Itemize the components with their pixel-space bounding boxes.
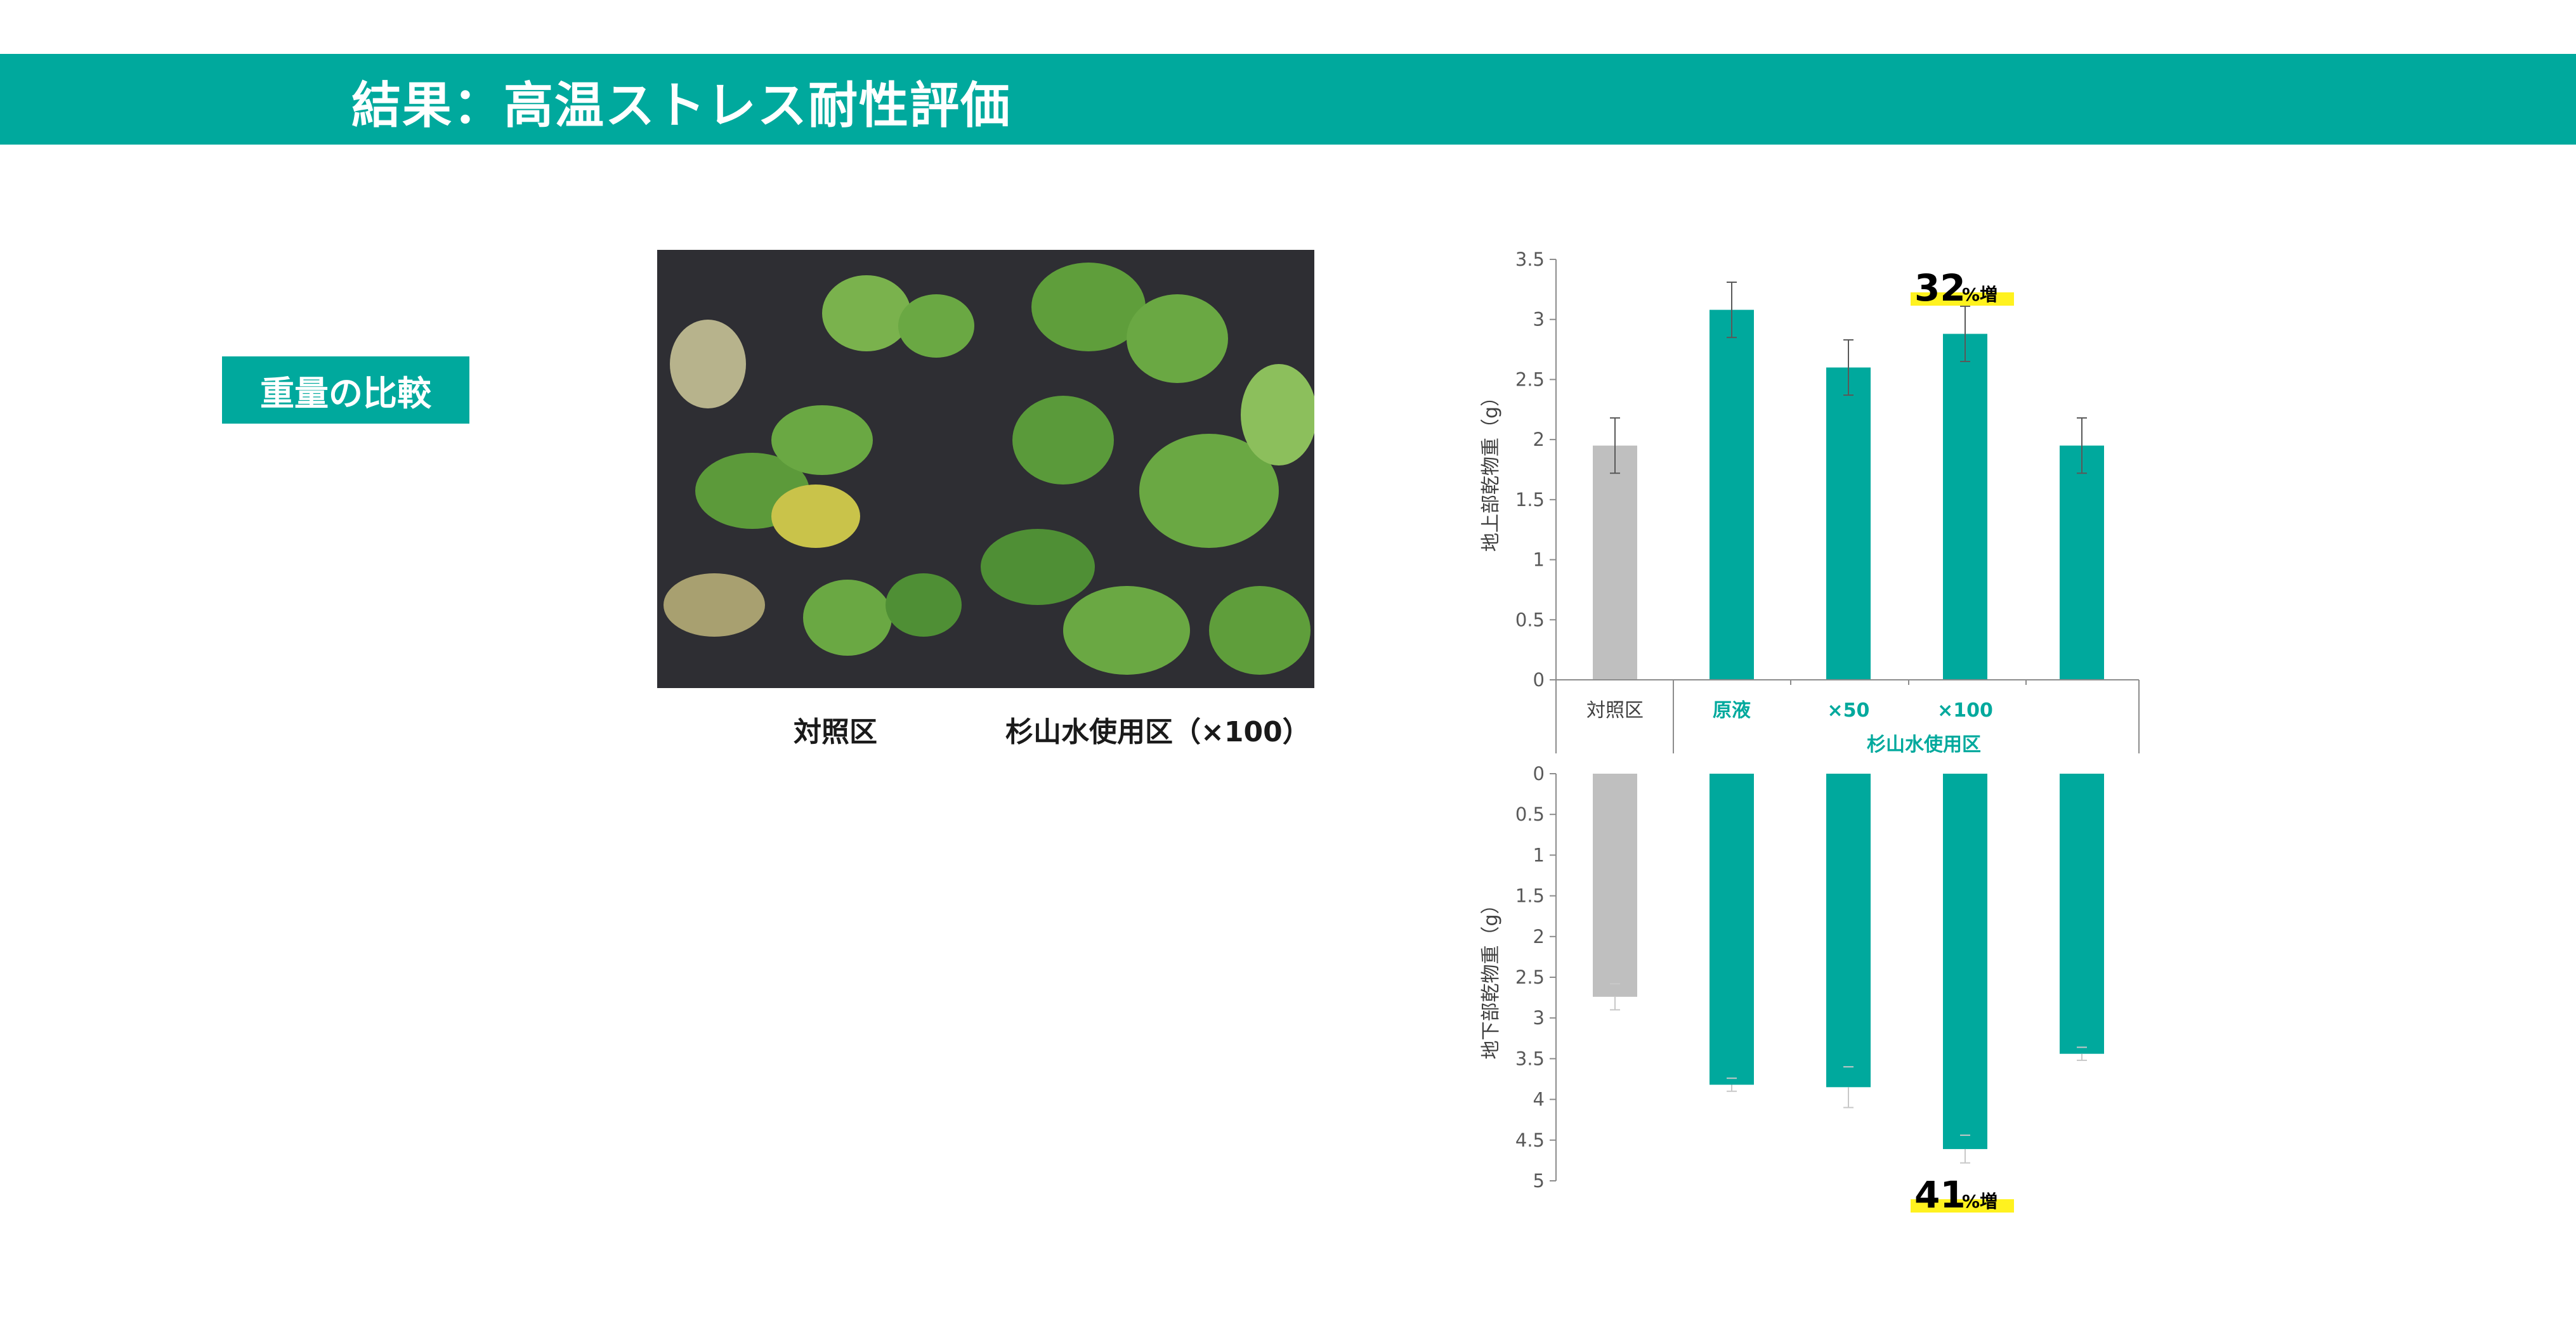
- bar: [1593, 774, 1637, 997]
- y-tick-label: 0.5: [1515, 803, 1545, 825]
- y-tick-label: 1: [1533, 549, 1545, 571]
- y-tick-label: 1: [1533, 844, 1545, 866]
- header-bar: [0, 54, 2576, 145]
- y-tick-label: 1.5: [1515, 885, 1545, 907]
- root-weight-chart: 0 0.5 1 1.5 2 2.5 3 3.5 4 4.5 5 地下部乾物重（g） 41%増: [1480, 763, 2104, 1216]
- increase-suffix: %増: [1962, 1191, 1997, 1212]
- y-tick-label: 5: [1533, 1170, 1545, 1192]
- category-label: ×100: [1937, 699, 1993, 722]
- y-tick-label: 2: [1533, 429, 1545, 450]
- category-label: 原液: [1713, 699, 1751, 722]
- bar: [1943, 334, 1987, 680]
- y-tick-label: 0: [1533, 763, 1545, 784]
- y-tick-label: 3.5: [1515, 1048, 1545, 1069]
- group-label: 杉山水使用区: [1867, 734, 1981, 756]
- bar: [2060, 774, 2104, 1054]
- bar: [1943, 774, 1987, 1149]
- y-tick-label: 2: [1533, 926, 1545, 947]
- increase-number: 41: [1914, 1173, 1966, 1216]
- section-badge: 重量の比較: [222, 356, 469, 424]
- strawberry-plants-photo: [657, 250, 1314, 688]
- bar: [2060, 445, 2104, 680]
- category-label: 対照区: [1586, 699, 1644, 722]
- y-tick-label: 4: [1533, 1089, 1545, 1110]
- bar: [1593, 445, 1637, 680]
- y-tick-label: 2.5: [1515, 966, 1545, 988]
- bar: [1826, 367, 1871, 680]
- y-tick-label: 0.5: [1515, 609, 1545, 630]
- y-tick-label: 3: [1533, 309, 1545, 330]
- y-tick-label: 3: [1533, 1007, 1545, 1029]
- caption-control: 対照区: [794, 716, 877, 748]
- bar: [1826, 774, 1871, 1088]
- y-axis-label: 地下部乾物重（g）: [1480, 895, 1502, 1059]
- y-tick-label: 3.5: [1515, 249, 1545, 270]
- y-tick-label: 0: [1533, 669, 1545, 691]
- bar: [1710, 309, 1754, 680]
- category-label: ×50: [1827, 699, 1870, 722]
- y-tick-label: 4.5: [1515, 1129, 1545, 1151]
- increase-number: 32: [1914, 266, 1966, 309]
- page-title: 結果：高温ストレス耐性評価: [351, 77, 1012, 134]
- increase-suffix: %増: [1962, 284, 1997, 305]
- y-tick-label: 1.5: [1515, 489, 1545, 511]
- photo-illustration: [657, 250, 1314, 688]
- highlight-marker: [1911, 292, 2014, 306]
- y-tick-label: 2.5: [1515, 368, 1545, 390]
- bar: [1710, 774, 1754, 1085]
- y-axis-label: 地上部乾物重（g）: [1480, 387, 1502, 552]
- highlight-marker: [1911, 1199, 2014, 1213]
- caption-treated: 杉山水使用区（×100）: [1005, 716, 1311, 748]
